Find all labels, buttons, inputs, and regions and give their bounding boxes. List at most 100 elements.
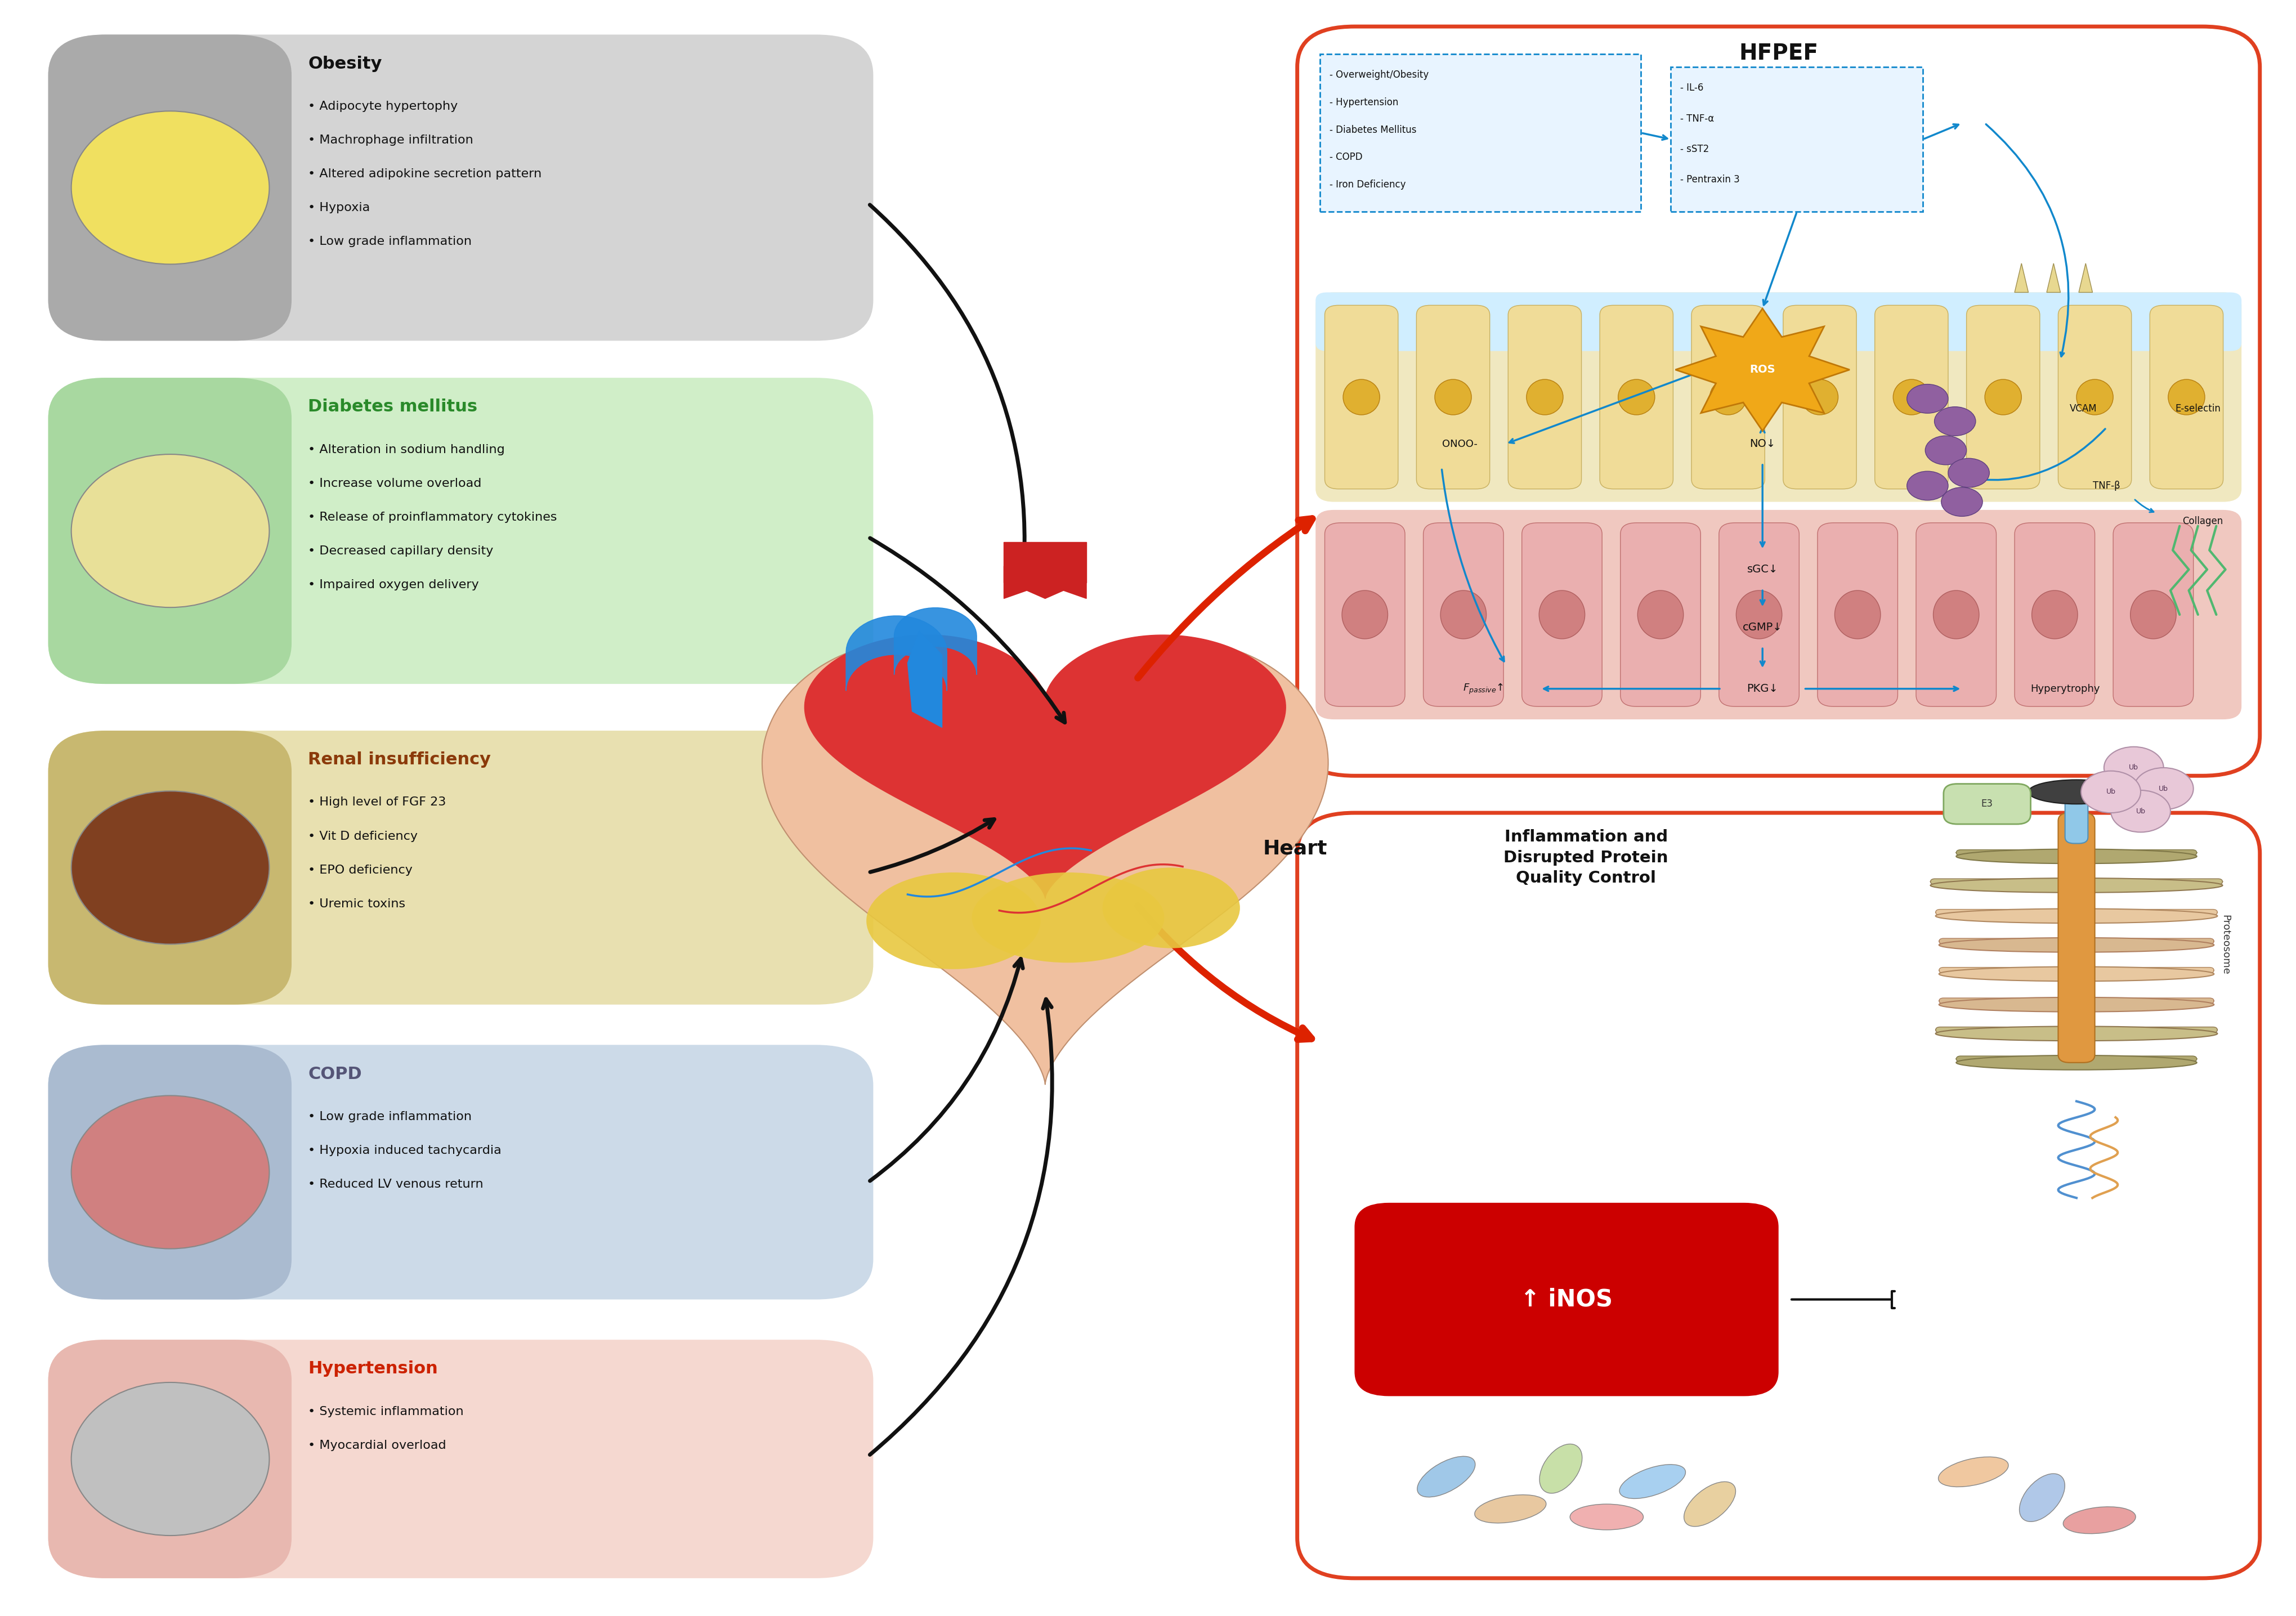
Ellipse shape [2076, 380, 2112, 415]
Text: • Vit D deficiency: • Vit D deficiency [308, 831, 418, 842]
FancyBboxPatch shape [2057, 305, 2131, 490]
Polygon shape [1031, 541, 1058, 582]
FancyBboxPatch shape [1297, 26, 2259, 776]
Text: Ub: Ub [2128, 764, 2138, 771]
Ellipse shape [1800, 380, 1837, 415]
Ellipse shape [1538, 1445, 1582, 1493]
Polygon shape [2046, 263, 2060, 292]
Text: • EPO deficiency: • EPO deficiency [308, 865, 413, 876]
FancyBboxPatch shape [1717, 524, 1798, 706]
Circle shape [1940, 488, 1981, 517]
Ellipse shape [2032, 590, 2078, 638]
Ellipse shape [1956, 1055, 2197, 1070]
Text: Collagen: Collagen [2181, 516, 2223, 527]
Ellipse shape [1892, 380, 1929, 415]
Polygon shape [1058, 541, 1086, 582]
Text: - Hypertension: - Hypertension [1329, 97, 1398, 108]
Ellipse shape [2027, 781, 2124, 805]
Ellipse shape [1938, 937, 2213, 952]
FancyBboxPatch shape [48, 1340, 872, 1579]
Text: sGC↓: sGC↓ [1747, 564, 1777, 575]
FancyBboxPatch shape [2112, 524, 2193, 706]
Text: ↑ iNOS: ↑ iNOS [1520, 1288, 1612, 1311]
Ellipse shape [1984, 380, 2020, 415]
Ellipse shape [1938, 997, 2213, 1012]
Text: - Overweight/Obesity: - Overweight/Obesity [1329, 69, 1428, 81]
Text: • Myocardial overload: • Myocardial overload [308, 1440, 445, 1451]
Text: Hyperytrophy: Hyperytrophy [2030, 684, 2099, 693]
Polygon shape [1320, 53, 1642, 212]
Text: Obesity: Obesity [308, 55, 381, 71]
FancyBboxPatch shape [2057, 813, 2094, 1063]
FancyBboxPatch shape [1355, 1202, 1777, 1396]
Circle shape [2103, 747, 2163, 789]
Ellipse shape [71, 792, 269, 944]
Text: Ub: Ub [2158, 785, 2167, 792]
Ellipse shape [1417, 1456, 1474, 1496]
Ellipse shape [1736, 590, 1782, 638]
Polygon shape [2078, 263, 2092, 292]
Polygon shape [1003, 549, 1086, 598]
FancyBboxPatch shape [1316, 292, 2241, 351]
FancyBboxPatch shape [1508, 305, 1582, 490]
FancyBboxPatch shape [1816, 524, 1896, 706]
FancyBboxPatch shape [1297, 813, 2259, 1579]
FancyBboxPatch shape [1931, 879, 2223, 884]
Circle shape [1947, 459, 1988, 488]
Text: TNF-β: TNF-β [2092, 480, 2119, 491]
Ellipse shape [971, 873, 1164, 963]
Circle shape [2080, 771, 2140, 813]
Polygon shape [1671, 66, 1922, 212]
FancyBboxPatch shape [1325, 524, 1405, 706]
FancyBboxPatch shape [1956, 1055, 2197, 1062]
Text: HFPEF: HFPEF [1738, 42, 1818, 65]
Text: - TNF-α: - TNF-α [1681, 113, 1713, 124]
Circle shape [1906, 385, 1947, 414]
Text: Hypertension: Hypertension [308, 1361, 439, 1377]
FancyBboxPatch shape [48, 1046, 872, 1299]
Text: - COPD: - COPD [1329, 152, 1362, 162]
FancyBboxPatch shape [1938, 968, 2213, 973]
FancyBboxPatch shape [1782, 305, 1855, 490]
FancyBboxPatch shape [1522, 524, 1603, 706]
Ellipse shape [1931, 877, 2223, 892]
Text: • Low grade inflammation: • Low grade inflammation [308, 1110, 471, 1122]
Text: - Pentraxin 3: - Pentraxin 3 [1681, 175, 1738, 184]
Ellipse shape [1938, 966, 2213, 981]
Text: Ub: Ub [2105, 789, 2115, 795]
Circle shape [1906, 472, 1947, 501]
Circle shape [1924, 436, 1965, 465]
Ellipse shape [1956, 848, 2197, 863]
Text: COPD: COPD [308, 1067, 363, 1083]
Text: • Impaired oxygen delivery: • Impaired oxygen delivery [308, 579, 480, 590]
Ellipse shape [1570, 1504, 1644, 1530]
Text: ONOO-: ONOO- [1442, 440, 1476, 449]
Circle shape [2110, 790, 2170, 832]
FancyBboxPatch shape [1956, 850, 2197, 855]
Text: • Machrophage infiltration: • Machrophage infiltration [308, 134, 473, 145]
Ellipse shape [1708, 380, 1745, 415]
FancyBboxPatch shape [1874, 305, 1947, 490]
Ellipse shape [71, 112, 269, 263]
Ellipse shape [1936, 908, 2218, 923]
Ellipse shape [1637, 590, 1683, 638]
Text: - Iron Deficiency: - Iron Deficiency [1329, 179, 1405, 189]
Polygon shape [1003, 541, 1031, 582]
Ellipse shape [1619, 1464, 1685, 1498]
Text: • Release of proinflammatory cytokines: • Release of proinflammatory cytokines [308, 512, 558, 524]
FancyBboxPatch shape [48, 730, 872, 1005]
Ellipse shape [1936, 1026, 2218, 1041]
Polygon shape [907, 630, 941, 727]
FancyBboxPatch shape [1936, 910, 2218, 915]
Text: ROS: ROS [1750, 364, 1775, 375]
Ellipse shape [1835, 590, 1880, 638]
Text: • Increase volume overload: • Increase volume overload [308, 478, 482, 490]
Polygon shape [804, 635, 1286, 898]
Ellipse shape [1343, 380, 1380, 415]
FancyBboxPatch shape [48, 378, 292, 684]
Circle shape [1933, 407, 1975, 436]
Text: Inflammation and
Disrupted Protein
Quality Control: Inflammation and Disrupted Protein Quali… [1504, 829, 1667, 886]
FancyBboxPatch shape [2014, 524, 2094, 706]
FancyBboxPatch shape [1915, 524, 1995, 706]
Text: VCAM: VCAM [2069, 404, 2096, 414]
